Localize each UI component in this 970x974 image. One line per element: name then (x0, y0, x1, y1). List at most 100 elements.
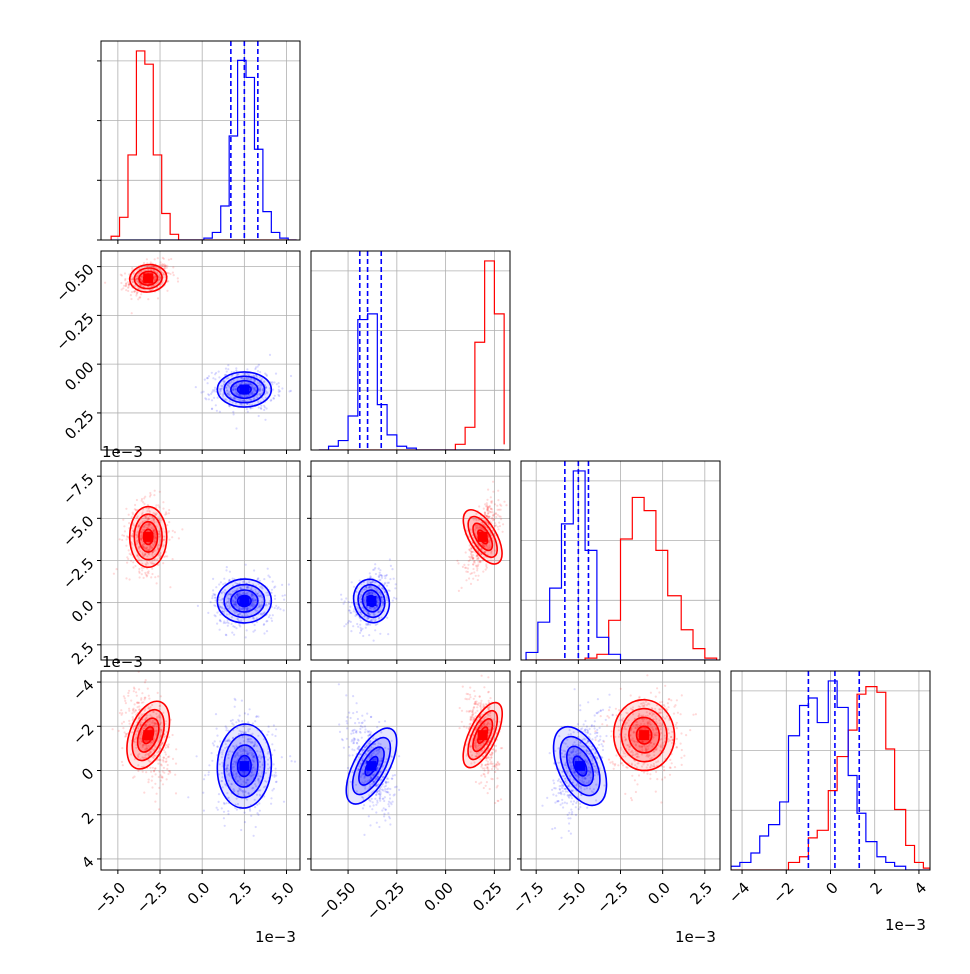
scatter-point (148, 779, 150, 781)
scatter-point (218, 583, 220, 585)
scatter-point (228, 579, 230, 581)
scatter-point (148, 695, 150, 697)
scatter-point (266, 630, 268, 632)
panel-content (101, 671, 300, 871)
scatter-point (113, 573, 115, 575)
scatter-point (226, 727, 228, 729)
scatter-point (145, 771, 147, 773)
scatter-point (169, 586, 171, 588)
scatter-point (233, 724, 235, 726)
scatter-point (283, 801, 285, 803)
scatter-point (168, 272, 170, 274)
scatter-point (462, 686, 464, 688)
scatter-point (275, 768, 277, 770)
scatter-point (469, 710, 471, 712)
scatter-point (476, 710, 478, 712)
scatter-point (497, 509, 499, 511)
scatter-point (126, 733, 128, 735)
scatter-point (163, 772, 165, 774)
scatter-point (127, 692, 129, 694)
scatter-point (210, 601, 212, 603)
scatter-point (466, 710, 468, 712)
scatter-point (131, 712, 133, 714)
scatter-point (258, 415, 260, 417)
scatter-point (472, 558, 474, 560)
panel-content (311, 251, 510, 450)
scatter-point (227, 810, 229, 812)
scatter-point (168, 521, 170, 523)
scatter-point (223, 802, 225, 804)
scatter-point (478, 783, 480, 785)
scatter-point (143, 577, 145, 579)
scatter-point (278, 395, 280, 397)
scatter-point (255, 826, 257, 828)
scatter-point (375, 573, 377, 575)
scatter-point (271, 743, 273, 745)
scatter-point (384, 788, 386, 790)
scatter-point (473, 703, 475, 705)
scatter-point (464, 698, 466, 700)
scatter-point (258, 802, 260, 804)
scatter-point (393, 597, 395, 599)
scatter-point (477, 565, 479, 567)
scatter-point (494, 771, 496, 773)
scatter-point (130, 294, 132, 296)
scatter-point (278, 606, 280, 608)
scatter-point (145, 574, 147, 576)
scatter-point (133, 688, 135, 690)
scatter-point (352, 625, 354, 627)
scatter-point (211, 372, 213, 374)
scatter-point (473, 571, 475, 573)
scatter-point (141, 573, 143, 575)
scatter-point (225, 569, 227, 571)
scatter-point (217, 809, 219, 811)
scatter-point (231, 623, 233, 625)
scatter-point (360, 630, 362, 632)
scatter-point (480, 706, 482, 708)
scatter-point (162, 562, 164, 564)
scatter-point (497, 490, 499, 492)
scatter-point (170, 258, 172, 260)
scatter-point (375, 624, 377, 626)
scatter-point (148, 570, 150, 572)
scatter-point (174, 774, 176, 776)
scatter-point (125, 577, 127, 579)
scatter-point (175, 748, 177, 750)
scatter-point (485, 569, 487, 571)
scatter-point (211, 760, 213, 762)
scatter-point (123, 525, 125, 527)
scatter-point (163, 767, 165, 769)
scatter-point (258, 364, 260, 366)
scatter-point (156, 793, 158, 795)
scatter-point (235, 367, 237, 369)
scatter-point (166, 778, 168, 780)
scatter-point (273, 724, 275, 726)
density-peak (143, 730, 153, 740)
scatter-point (284, 594, 286, 596)
scatter-point (149, 492, 151, 494)
scatter-point (274, 598, 276, 600)
scatter-point (143, 792, 145, 794)
scatter-point (491, 511, 493, 513)
scatter-point (157, 763, 159, 765)
scatter-point (158, 776, 160, 778)
scatter-point (215, 586, 217, 588)
scatter-point (124, 530, 126, 532)
scatter-point (480, 775, 482, 777)
scatter-point (488, 506, 490, 508)
scatter-point (212, 377, 214, 379)
scatter-point (130, 700, 132, 702)
scatter-point (225, 634, 227, 636)
scatter-point (132, 512, 134, 514)
scatter-point (467, 567, 469, 569)
scatter-point (210, 393, 212, 395)
scatter-point (273, 763, 275, 765)
scatter-point (273, 381, 275, 383)
scatter-point (150, 771, 152, 773)
scatter-point (390, 565, 392, 567)
scatter-point (266, 407, 268, 409)
scatter-point (384, 720, 386, 722)
scatter-point (489, 788, 491, 790)
scatter-point (271, 592, 273, 594)
scatter-point (134, 504, 136, 506)
